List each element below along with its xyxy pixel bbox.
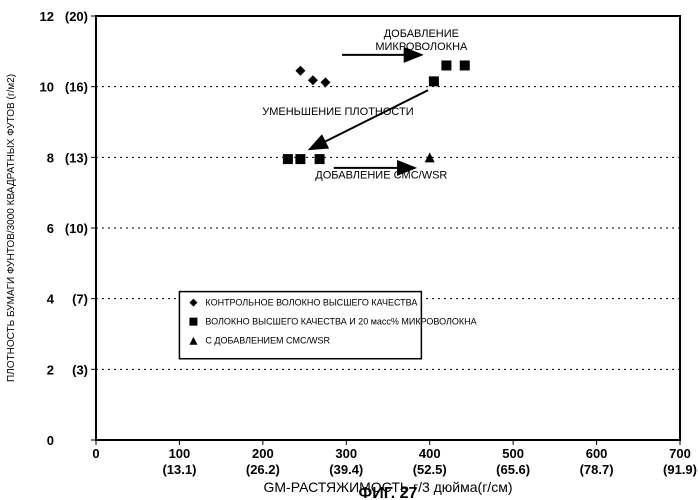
legend-label: ВОЛОКНО ВЫСШЕГО КАЧЕСТВА И 20 масс% МИКР… [205, 317, 476, 327]
ytick-secondary: (13) [65, 150, 88, 165]
annotation-text: ДОБАВЛЕНИЕ CMC/WSR [315, 170, 447, 182]
ytick-label: 12 [40, 9, 54, 24]
scatter-chart: 0 2 (3) 4 (7) 6 (10) 8 (13) 10 (16) 12 (20) 0 100(13.1… [0, 0, 698, 500]
xtick-label: 0 [92, 446, 99, 461]
xtick-label: 600 [586, 446, 608, 461]
xtick-label: 400 [419, 446, 441, 461]
ytick-label: 8 [47, 150, 54, 165]
xtick-secondary: (91.9) [663, 462, 697, 477]
figure-caption: ФИГ. 27 [359, 485, 418, 500]
ytick-secondary: (10) [65, 221, 88, 236]
legend-label: С ДОБАВЛЕНИЕМ CMC/WSR [205, 336, 330, 346]
legend-marker [189, 318, 197, 326]
data-point-microfiber [315, 154, 325, 164]
xtick-secondary: (78.7) [580, 462, 614, 477]
data-point-microfiber [441, 60, 451, 70]
ytick-label: 4 [47, 292, 55, 307]
xtick-label: 200 [252, 446, 274, 461]
xtick-secondary: (13.1) [162, 462, 196, 477]
xtick-secondary: (26.2) [246, 462, 280, 477]
xtick-label: 100 [169, 446, 191, 461]
xtick-label: 300 [335, 446, 357, 461]
ytick-secondary: (20) [65, 9, 88, 24]
legend-label: КОНТРОЛЬНОЕ ВОЛОКНО ВЫСШЕГО КАЧЕСТВА [205, 298, 417, 308]
xtick-secondary: (52.5) [413, 462, 447, 477]
ytick-secondary: (7) [72, 292, 88, 307]
xtick-label: 700 [669, 446, 691, 461]
plot-area [96, 16, 680, 440]
annotation-text: УМЕНЬШЕНИЕ ПЛОТНОСТИ [262, 106, 413, 118]
ytick-label: 2 [47, 362, 54, 377]
xtick-label: 500 [502, 446, 524, 461]
annotation-text: МИКРОВОЛОКНА [375, 41, 468, 53]
y-axis-label: ПЛОТНОСТЬ БУМАГИ ФУНТОВ/3000 КВАДРАТНЫХ … [6, 74, 17, 382]
ytick-label: 10 [40, 80, 54, 95]
ytick-secondary: (3) [72, 362, 88, 377]
data-point-microfiber [283, 154, 293, 164]
data-point-microfiber [429, 76, 439, 86]
xtick-secondary: (39.4) [329, 462, 363, 477]
annotation-text: ДОБАВЛЕНИЕ [384, 28, 459, 40]
ytick-label: 0 [47, 433, 54, 448]
xtick-secondary: (65.6) [496, 462, 530, 477]
ytick-secondary: (16) [65, 80, 88, 95]
ytick-label: 6 [47, 221, 54, 236]
data-point-microfiber [295, 154, 305, 164]
data-point-microfiber [460, 60, 470, 70]
